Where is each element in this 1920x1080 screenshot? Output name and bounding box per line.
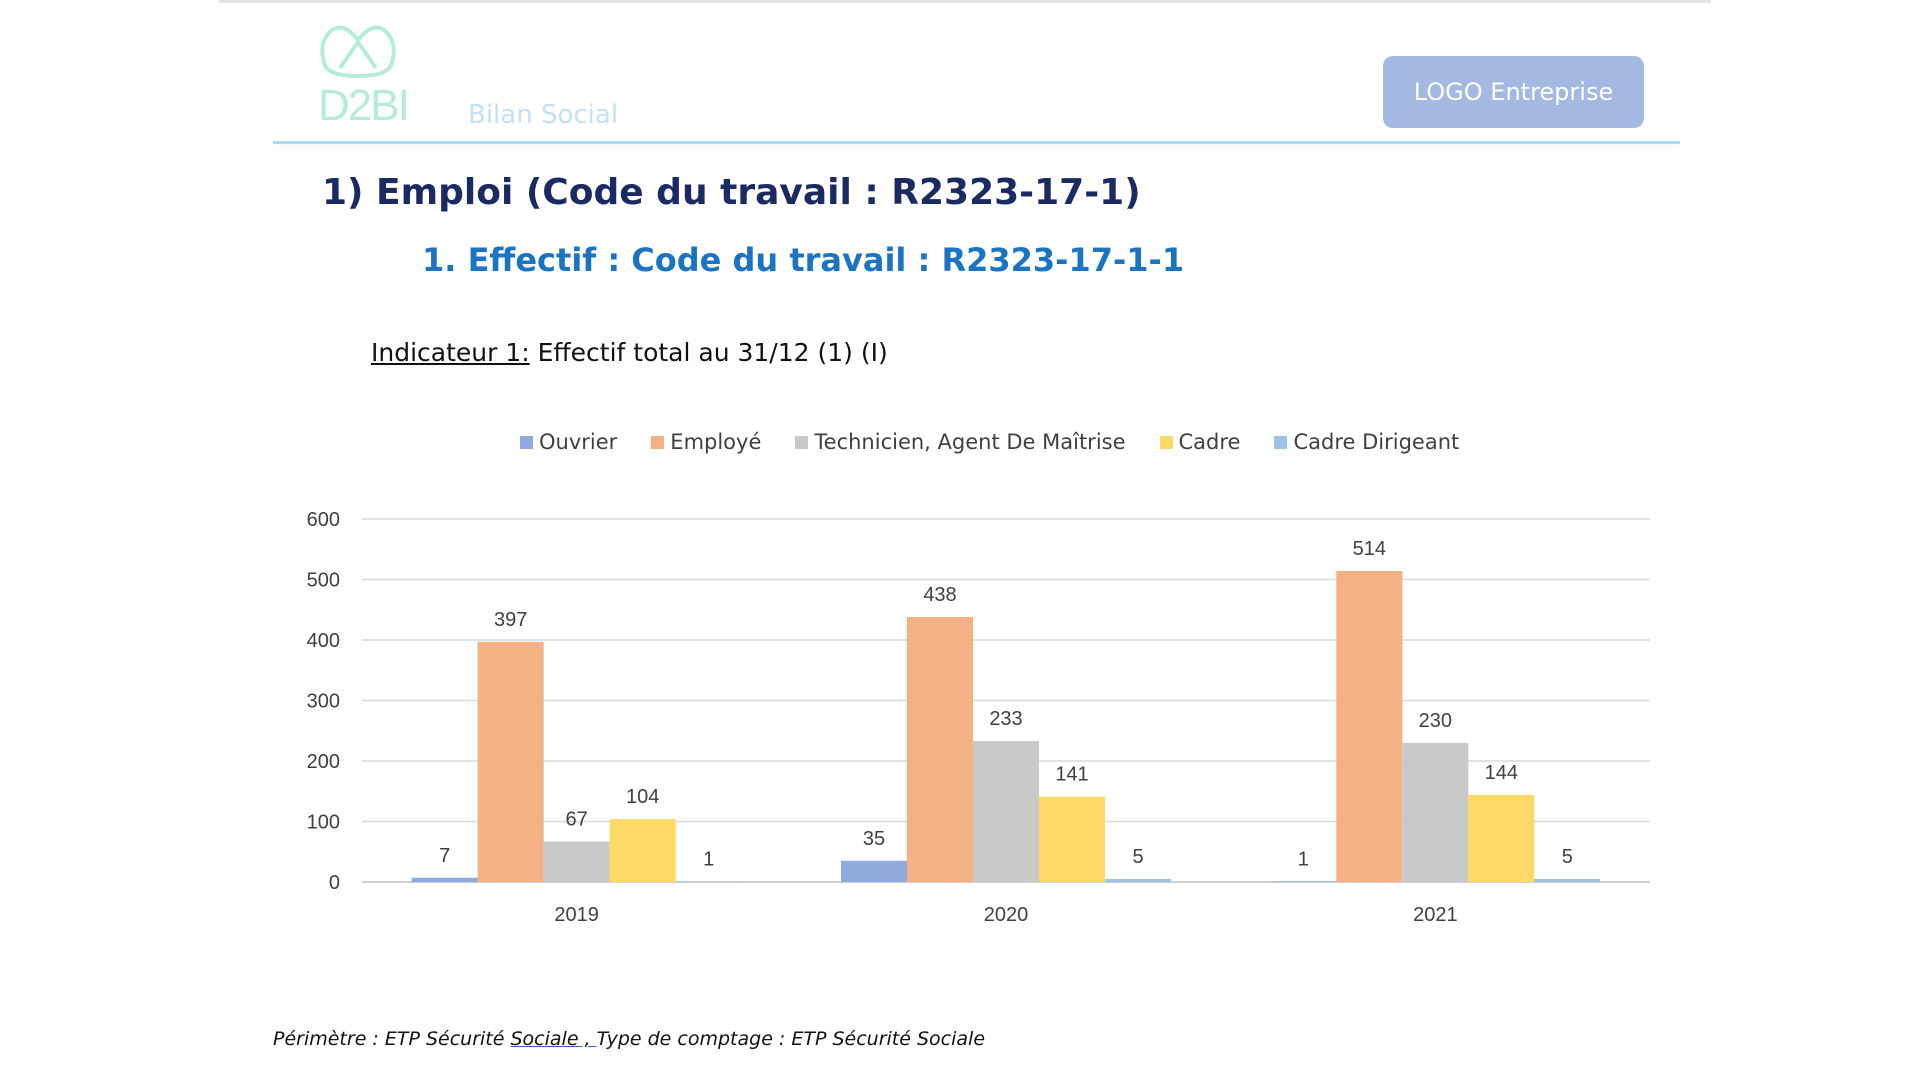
- legend-item: Cadre: [1159, 430, 1241, 454]
- data-label: 438: [923, 584, 956, 606]
- data-label: 5: [1562, 846, 1573, 868]
- bar: [411, 877, 478, 882]
- bar: [841, 860, 907, 882]
- indicator-label: Indicateur 1:: [371, 338, 530, 367]
- legend-label: Technicien, Agent De Maîtrise: [814, 430, 1126, 454]
- data-label: 5: [1132, 846, 1143, 868]
- top-border: [219, 0, 1711, 3]
- y-tick-label: 100: [307, 812, 340, 834]
- legend-swatch: [1159, 435, 1173, 449]
- data-label: 141: [1055, 764, 1088, 786]
- bar: [1105, 878, 1171, 882]
- data-label: 144: [1485, 762, 1518, 784]
- section-title: 1. Effectif : Code du travail : R2323-17…: [422, 241, 1185, 279]
- footer-text-3: Type de comptage : ETP Sécurité Sociale: [596, 1028, 986, 1050]
- d2bi-logo: D2BI: [318, 22, 410, 130]
- indicator-text: Effectif total au 31/12 (1) (I): [529, 338, 888, 367]
- data-label: 7: [439, 845, 450, 867]
- data-label: 1: [703, 848, 714, 870]
- indicator-heading: Indicateur 1: Effectif total au 31/12 (1…: [371, 338, 888, 367]
- bar: [1402, 742, 1469, 882]
- x-tick-label: 2020: [984, 904, 1029, 926]
- bar: [1534, 878, 1601, 882]
- legend-item: Employé: [651, 430, 761, 454]
- legend-label: Cadre Dirigeant: [1293, 430, 1460, 454]
- app-subtitle: Bilan Social: [468, 100, 619, 130]
- x-tick-label: 2019: [554, 904, 599, 926]
- bar: [477, 641, 544, 882]
- y-tick-label: 0: [329, 872, 340, 894]
- legend-swatch: [1274, 435, 1288, 449]
- legend-label: Employé: [670, 430, 762, 454]
- y-tick-label: 500: [307, 570, 340, 592]
- data-label: 67: [566, 808, 588, 830]
- company-logo-placeholder: LOGO Entreprise: [1383, 56, 1644, 128]
- data-label: 35: [863, 828, 885, 850]
- bar: [1336, 571, 1403, 882]
- bar: [543, 841, 610, 882]
- legend-item: Ouvrier: [520, 430, 617, 454]
- page-title: 1) Emploi (Code du travail : R2323-17-1): [322, 172, 1141, 213]
- bar: [1039, 796, 1105, 882]
- legend-swatch: [651, 435, 665, 449]
- footer-text-2: Sociale ,: [510, 1028, 597, 1050]
- data-label: 104: [626, 786, 659, 808]
- y-tick-label: 200: [307, 751, 340, 773]
- legend-swatch: [795, 435, 809, 449]
- bar: [907, 617, 973, 882]
- legend-item: Cadre Dirigeant: [1274, 430, 1459, 454]
- y-tick-label: 600: [307, 509, 340, 531]
- chart-legend: Ouvrier Employé Technicien, Agent De Maîtr…: [520, 430, 1459, 454]
- bar-chart: 0 100 200 300 400 500 600 2019 7 397 67 104 1 2020 35 4…: [307, 509, 1650, 926]
- legend-item: Technicien, Agent De Maîtrise: [795, 430, 1126, 454]
- data-label: 1: [1298, 848, 1309, 870]
- logo-mark-icon: [320, 25, 396, 79]
- footer-text-1: Périmètre : ETP Sécurité: [273, 1028, 511, 1050]
- legend-label: Cadre: [1178, 430, 1241, 454]
- y-tick-label: 300: [307, 691, 340, 713]
- y-tick-label: 400: [307, 630, 340, 652]
- bar: [609, 819, 676, 882]
- bar: [675, 881, 742, 882]
- data-label: 514: [1353, 538, 1386, 560]
- footer-note: Périmètre : ETP Sécurité Sociale , Type …: [273, 1028, 985, 1050]
- bar: [973, 741, 1039, 882]
- data-label: 233: [989, 708, 1022, 730]
- bar: [1468, 794, 1535, 882]
- legend-swatch: [520, 435, 533, 449]
- data-label: 397: [494, 609, 527, 631]
- data-label: 230: [1419, 710, 1452, 732]
- bar: [1270, 881, 1337, 882]
- header-divider: [273, 141, 1680, 144]
- logo-text: D2BI: [318, 81, 410, 130]
- legend-label: Ouvrier: [539, 430, 618, 454]
- x-tick-label: 2021: [1413, 904, 1458, 926]
